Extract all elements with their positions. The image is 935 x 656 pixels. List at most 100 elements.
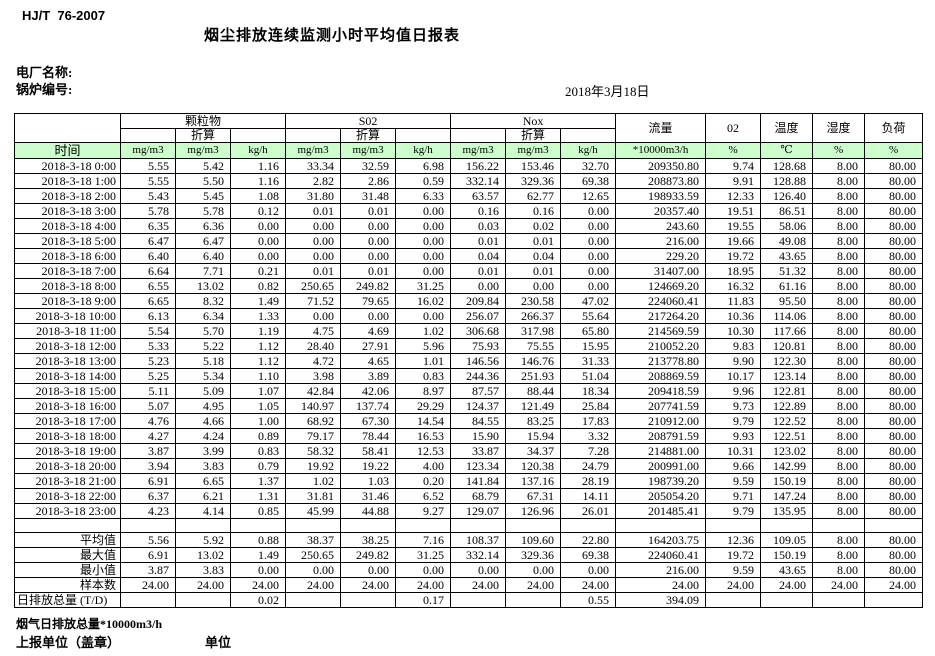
value-cell: 8.00 bbox=[812, 248, 866, 264]
table-row: 2018-3-18 16:00 5.07 4.95 1.05 140.97 137.74 2… bbox=[14, 398, 924, 414]
value-cell: 24.00 bbox=[505, 577, 562, 593]
blank-cell bbox=[285, 518, 342, 533]
value-cell: 88.44 bbox=[505, 383, 562, 399]
blank-cell bbox=[560, 128, 617, 143]
value-cell: 80.00 bbox=[864, 443, 924, 459]
value-cell: 6.13 bbox=[120, 308, 176, 324]
value-cell: 24.79 bbox=[560, 458, 617, 474]
table-body: 2018-3-18 0:00 5.55 5.42 1.16 33.34 32.59 6.98… bbox=[14, 158, 924, 608]
value-cell: 62.77 bbox=[505, 188, 562, 204]
time-cell: 2018-3-18 16:00 bbox=[14, 398, 121, 414]
value-cell: 5.22 bbox=[175, 338, 231, 354]
unit-cell: kg/h bbox=[395, 142, 452, 159]
humidity-header: 湿度 bbox=[812, 113, 866, 143]
value-cell: 4.14 bbox=[175, 503, 231, 519]
value-cell bbox=[175, 592, 231, 608]
blank-cell bbox=[812, 518, 866, 533]
value-cell: 150.19 bbox=[760, 547, 814, 563]
value-cell: 1.49 bbox=[229, 293, 287, 309]
value-cell: 80.00 bbox=[864, 503, 924, 519]
value-cell: 5.70 bbox=[175, 323, 231, 339]
value-cell: 249.82 bbox=[340, 547, 397, 563]
value-cell: 8.00 bbox=[812, 503, 866, 519]
value-cell bbox=[285, 592, 342, 608]
summary-label: 平均值 bbox=[14, 532, 121, 548]
value-cell: 0.01 bbox=[505, 233, 562, 249]
table-row: 2018-3-18 1:00 5.55 5.50 1.16 2.82 2.86 0.59 33… bbox=[14, 173, 924, 189]
value-cell: 19.66 bbox=[705, 233, 762, 249]
value-cell bbox=[760, 592, 814, 608]
value-cell: 0.04 bbox=[505, 248, 562, 264]
value-cell: 69.38 bbox=[560, 547, 617, 563]
value-cell: 0.16 bbox=[505, 203, 562, 219]
summary-label: 最大值 bbox=[14, 547, 121, 563]
blank-cell bbox=[450, 128, 507, 143]
table-row: 2018-3-18 23:00 4.23 4.14 0.85 45.99 44.88 9.2… bbox=[14, 503, 924, 519]
value-cell: 224060.41 bbox=[615, 547, 707, 563]
time-cell: 2018-3-18 0:00 bbox=[14, 158, 121, 174]
value-cell: 0.17 bbox=[395, 592, 452, 608]
value-cell: 0.00 bbox=[395, 203, 452, 219]
value-cell: 47.02 bbox=[560, 293, 617, 309]
value-cell: 5.18 bbox=[175, 353, 231, 369]
value-cell: 4.75 bbox=[285, 323, 342, 339]
value-cell: 31.81 bbox=[285, 488, 342, 504]
value-cell: 0.83 bbox=[395, 368, 452, 384]
value-cell: 5.11 bbox=[120, 383, 176, 399]
value-cell: 6.55 bbox=[120, 278, 176, 294]
value-cell bbox=[705, 592, 762, 608]
blank-cell bbox=[615, 518, 707, 533]
value-cell: 44.88 bbox=[340, 503, 397, 519]
value-cell: 7.28 bbox=[560, 443, 617, 459]
unit-cell: mg/m3 bbox=[340, 142, 397, 159]
value-cell: 28.19 bbox=[560, 473, 617, 489]
value-cell: 1.49 bbox=[229, 547, 287, 563]
value-cell: 11.83 bbox=[705, 293, 762, 309]
value-cell: 8.00 bbox=[812, 398, 866, 414]
value-cell: 153.46 bbox=[505, 158, 562, 174]
time-cell: 2018-3-18 9:00 bbox=[14, 293, 121, 309]
value-cell: 0.00 bbox=[505, 562, 562, 578]
value-cell: 0.00 bbox=[395, 248, 452, 264]
value-cell: 19.92 bbox=[285, 458, 342, 474]
value-cell: 24.00 bbox=[395, 577, 452, 593]
value-cell bbox=[812, 592, 866, 608]
value-cell: 24.00 bbox=[864, 577, 924, 593]
value-cell: 24.00 bbox=[285, 577, 342, 593]
value-cell: 80.00 bbox=[864, 233, 924, 249]
value-cell: 6.98 bbox=[395, 158, 452, 174]
value-cell: 1.10 bbox=[229, 368, 287, 384]
value-cell: 123.02 bbox=[760, 443, 814, 459]
value-cell: 9.91 bbox=[705, 173, 762, 189]
value-cell: 9.74 bbox=[705, 158, 762, 174]
time-cell: 2018-3-18 6:00 bbox=[14, 248, 121, 264]
value-cell: 1.01 bbox=[395, 353, 452, 369]
value-cell: 0.00 bbox=[229, 562, 287, 578]
flow-header: 流量 bbox=[615, 113, 707, 143]
value-cell: 80.00 bbox=[864, 562, 924, 578]
value-cell: 208791.59 bbox=[615, 428, 707, 444]
value-cell: 5.33 bbox=[120, 338, 176, 354]
table-row: 2018-3-18 7:00 6.64 7.71 0.21 0.01 0.01 0.00 0.… bbox=[14, 263, 924, 279]
value-cell: 5.56 bbox=[120, 532, 176, 548]
value-cell: 126.40 bbox=[760, 188, 814, 204]
value-cell: 10.36 bbox=[705, 308, 762, 324]
value-cell: 3.98 bbox=[285, 368, 342, 384]
summary-row: 最小值 3.87 3.83 0.00 0.00 0.00 0.00 0.00 0.00 0.00 2… bbox=[14, 562, 924, 578]
unit-cell: mg/m3 bbox=[505, 142, 562, 159]
time-cell: 2018-3-18 5:00 bbox=[14, 233, 121, 249]
value-cell: 8.00 bbox=[812, 353, 866, 369]
time-cell: 2018-3-18 1:00 bbox=[14, 173, 121, 189]
value-cell: 80.00 bbox=[864, 338, 924, 354]
value-cell: 9.90 bbox=[705, 353, 762, 369]
table-row: 2018-3-18 4:00 6.35 6.36 0.00 0.00 0.00 0.00 0.… bbox=[14, 218, 924, 234]
value-cell: 78.44 bbox=[340, 428, 397, 444]
value-cell: 5.50 bbox=[175, 173, 231, 189]
value-cell: 33.87 bbox=[450, 443, 507, 459]
value-cell: 3.99 bbox=[175, 443, 231, 459]
unit-cell: mg/m3 bbox=[120, 142, 176, 159]
converted-header-nox: 折算 bbox=[505, 128, 562, 143]
unit-cell: % bbox=[705, 142, 762, 159]
value-cell: 3.89 bbox=[340, 368, 397, 384]
value-cell: 8.00 bbox=[812, 368, 866, 384]
